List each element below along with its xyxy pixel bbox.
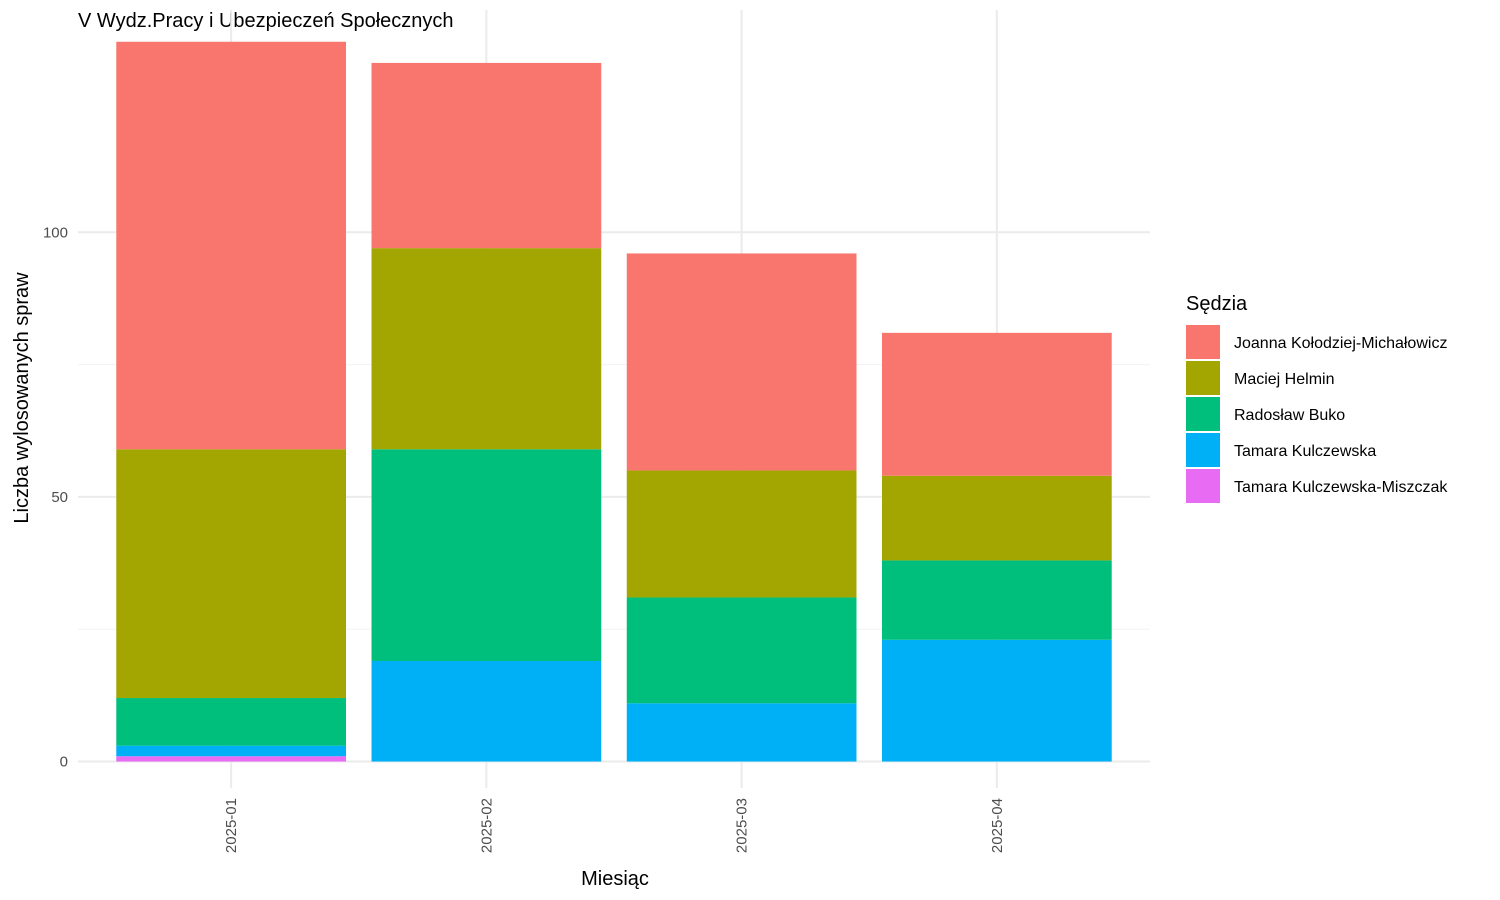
y-tick-label: 50 [51, 489, 68, 506]
bar-segment [626, 597, 857, 704]
bar-segment [371, 449, 602, 661]
bar-segment [371, 248, 602, 450]
bar-segment [371, 660, 602, 762]
bar-segment [116, 698, 347, 746]
bar-segment [371, 62, 602, 249]
y-tick-label: 0 [60, 754, 68, 771]
bar-segment [626, 470, 857, 598]
x-axis-tick-labels: 2025-01 2025-02 2025-03 2025-04 [223, 798, 1006, 853]
bar-segment [626, 703, 857, 762]
legend-key [1186, 325, 1220, 359]
bar-segment [882, 332, 1112, 476]
x-tick-label: 2025-04 [989, 798, 1006, 853]
legend-label: Radosław Buko [1234, 407, 1345, 424]
bar-segment [116, 745, 347, 757]
y-tick-label: 100 [43, 224, 68, 241]
legend-key [1186, 397, 1220, 431]
legend-title: Sędzia [1186, 293, 1248, 315]
bar-segment [116, 756, 347, 762]
bar-segment [882, 560, 1112, 640]
bar-segment [882, 639, 1112, 762]
bar-segment [116, 449, 347, 699]
y-axis-title: Liczba wylosowanych spraw [11, 272, 33, 524]
bar-segment [116, 41, 347, 450]
bars [116, 41, 1112, 762]
bar-segment [882, 475, 1112, 561]
legend-key [1186, 361, 1220, 395]
legend-key [1186, 433, 1220, 467]
x-tick-label: 2025-03 [734, 798, 751, 853]
y-axis-tick-labels: 0 50 100 [43, 224, 68, 770]
chart-title: V Wydz.Pracy i Ubezpieczeń Społecznych [78, 10, 454, 32]
bar-segment [626, 253, 857, 471]
legend-label: Tamara Kulczewska-Miszczak [1234, 479, 1448, 496]
x-tick-label: 2025-02 [478, 798, 495, 853]
x-tick-label: 2025-01 [223, 798, 240, 853]
legend-label: Maciej Helmin [1234, 371, 1334, 388]
legend-label: Tamara Kulczewska [1234, 443, 1376, 460]
x-axis-title: Miesiąc [581, 868, 649, 890]
legend-label: Joanna Kołodziej-Michałowicz [1234, 335, 1447, 352]
legend: Sędzia Joanna Kołodziej-Michałowicz Macie… [1186, 293, 1448, 503]
legend-key [1186, 469, 1220, 503]
